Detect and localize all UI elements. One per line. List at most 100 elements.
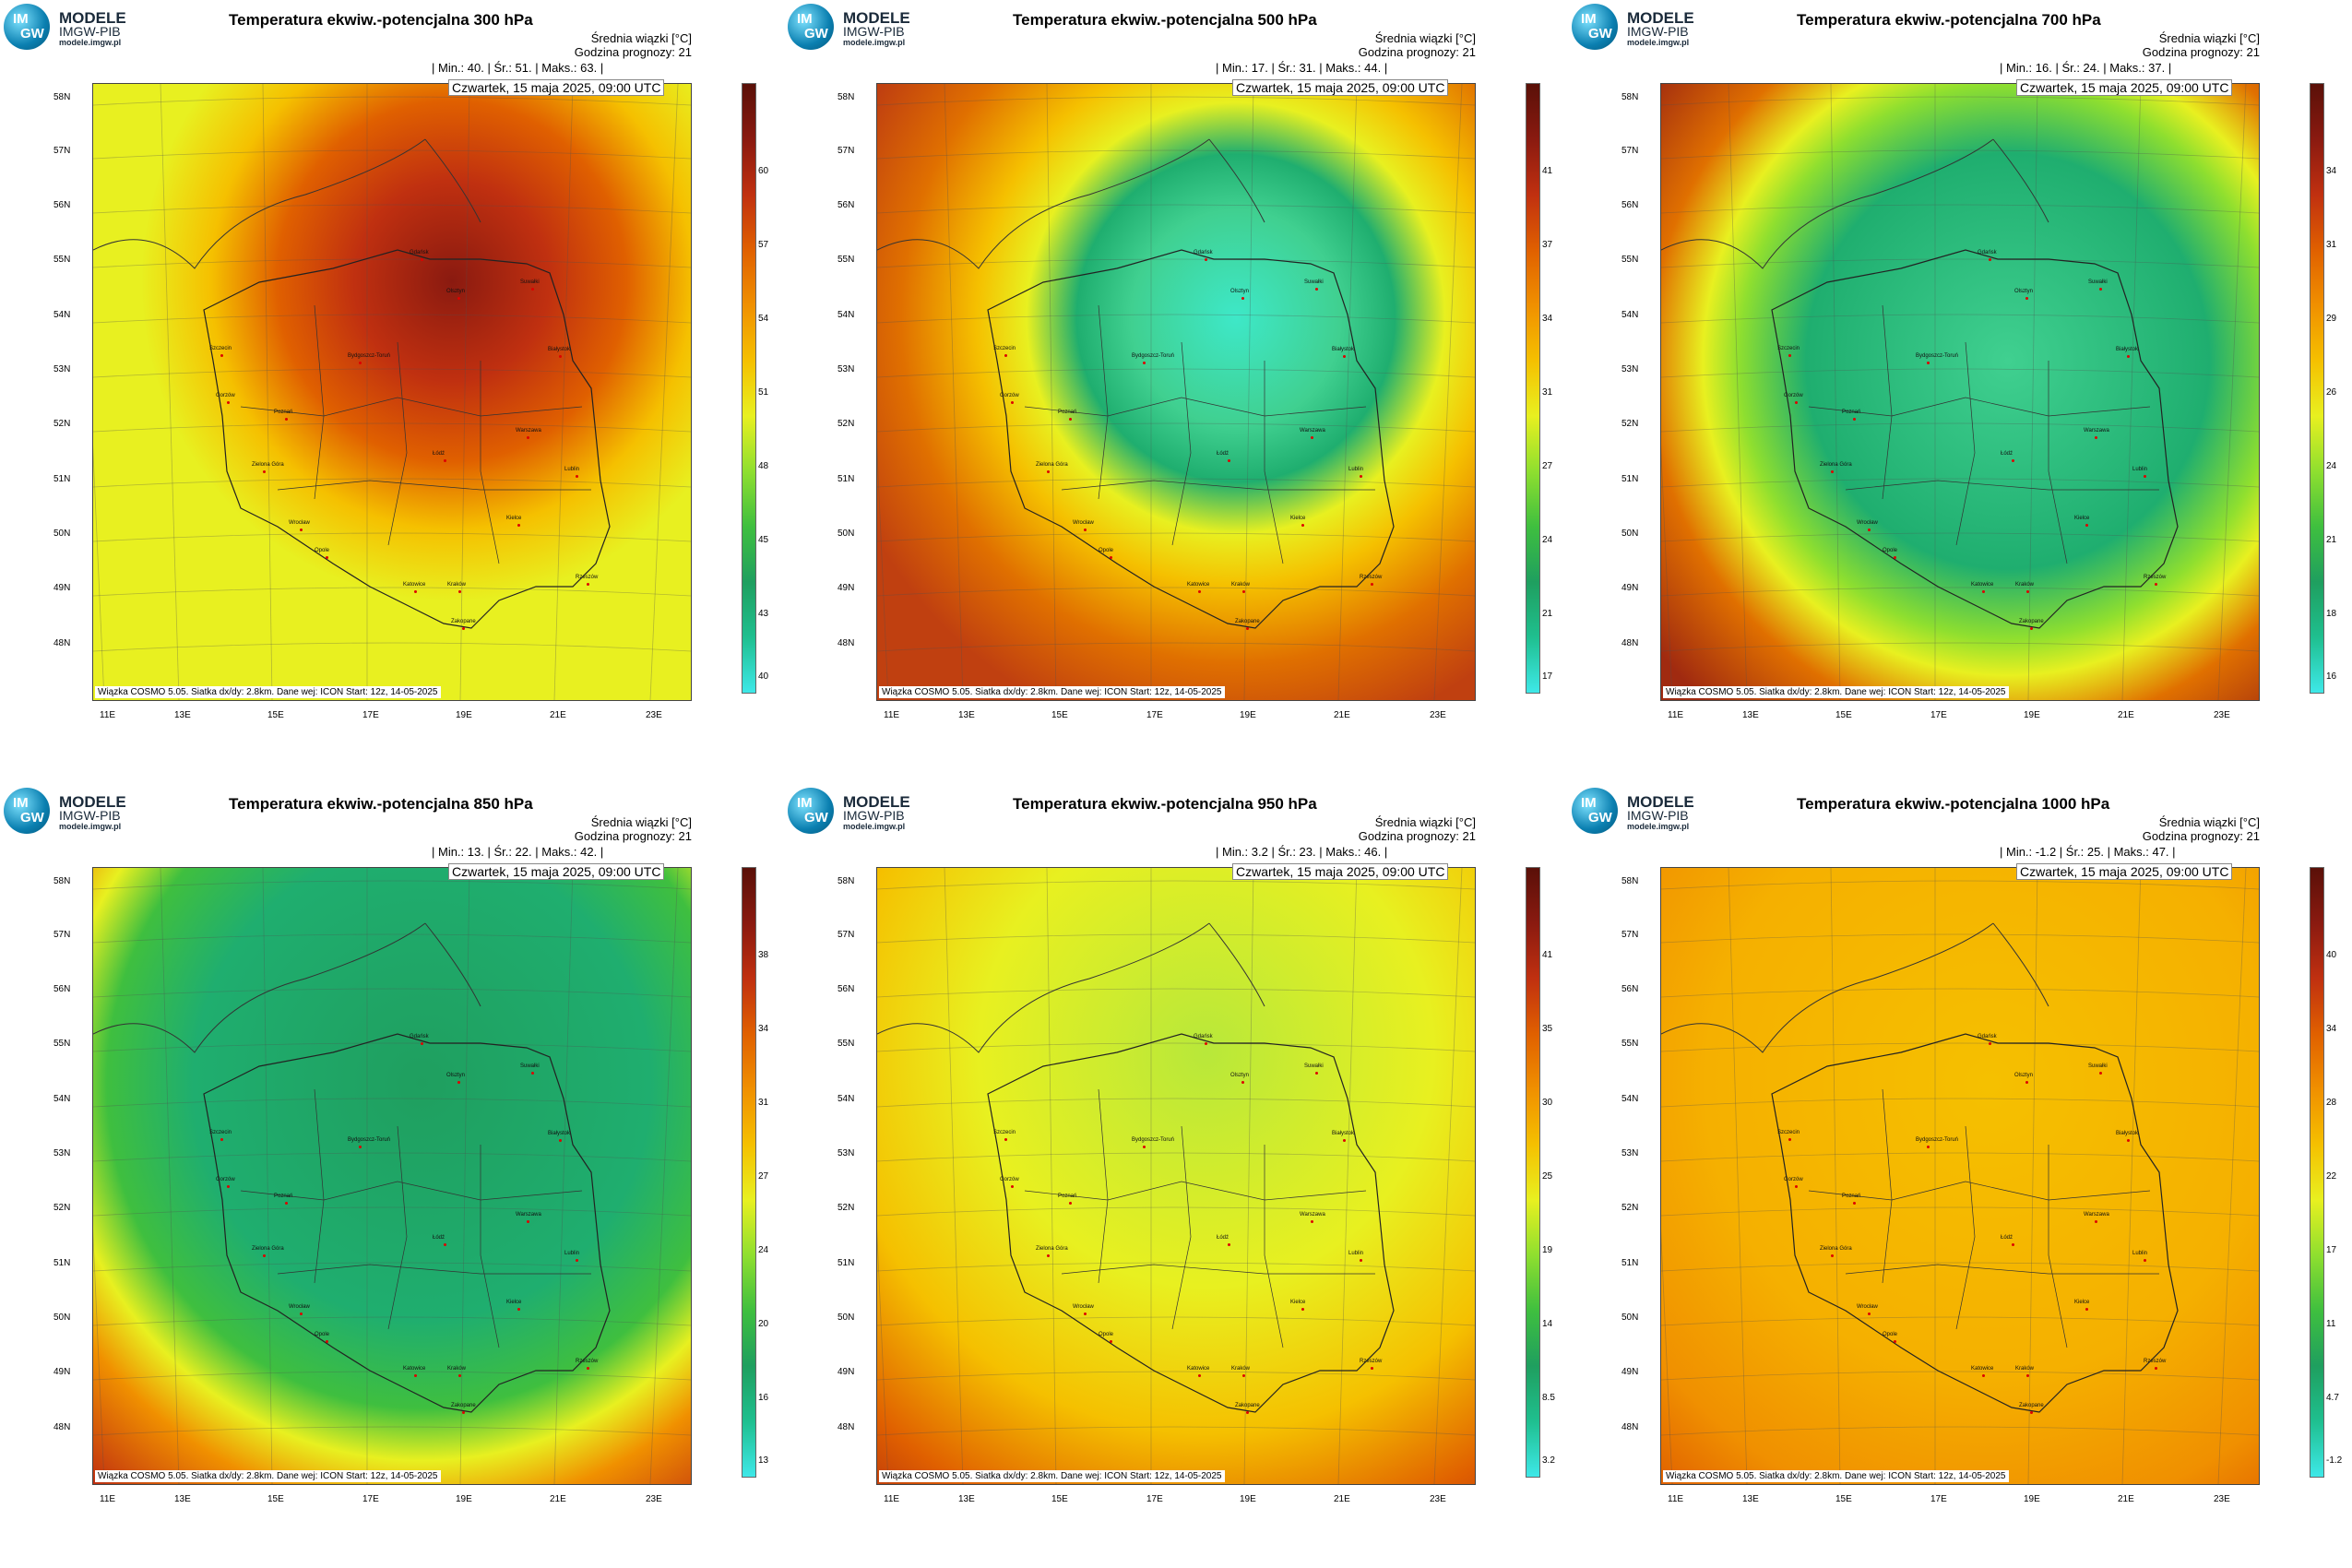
latitude-line [93,1042,691,1052]
forecast-info: Średnia wiązki [°C] Godzina prognozy: 21 [2143,815,2260,843]
city-label: Lublin [2132,1251,2148,1256]
info-line2: Godzina prognozy: 21 [2142,45,2260,59]
longitude-line [1337,868,1358,1484]
city-label: Wrocław [1857,520,1878,526]
latitude-line [93,258,691,268]
city-marker [1315,1072,1318,1075]
imgw-logo-icon: IM GW [1572,4,1618,50]
city-marker [1795,1185,1798,1188]
city-label: Białystok [2116,347,2139,352]
city-marker [326,556,328,559]
latitude-line [93,1098,691,1108]
city-label: Rzeszów [2144,575,2167,580]
latitude-line [1661,478,2259,488]
city-marker [1311,1220,1313,1223]
latitude-line [1661,258,2259,268]
latitude-line [93,1206,691,1217]
colorbar-tick: 34 [2326,1024,2337,1034]
latitude-line [93,149,691,160]
city-label: Katowice [1187,1366,1210,1372]
city-marker [1143,1146,1146,1148]
latitude-label: 54N [837,310,855,320]
city-marker [444,459,446,462]
latitude-line [877,478,1475,488]
city-label: Białystok [548,1131,571,1136]
city-marker [421,258,423,261]
info-line2: Godzina prognozy: 21 [1358,45,1476,59]
field-map [93,868,691,1484]
latitude-line [1661,1426,2259,1436]
colorbar [1526,83,1540,694]
latitude-label: 49N [1621,1367,1639,1377]
imgw-logo: IM GW MODELE IMGW-PIB modele.imgw.pl [1572,788,1710,834]
city-label: Rzeszów [576,1359,599,1364]
longitude-line [262,868,273,1484]
city-marker [1927,362,1930,364]
latitude-line [877,149,1475,160]
city-label: Olsztyn [1230,289,1250,294]
logo-disc-bottom: GW [804,26,828,42]
city-label: Kraków [2015,1366,2035,1372]
longitude-label: 15E [267,1494,284,1504]
latitude-line [93,1371,691,1381]
longitude-label: 13E [174,1494,191,1504]
map-area: Gdańsk Olsztyn Suwałki Szczecin Bydgoszcz-To… [876,83,1476,701]
city-marker [2127,1139,2130,1142]
latitude-line [1661,880,2259,890]
city-label: Zakopane [451,619,476,624]
city-label: Bydgoszcz-Toruń [1132,1137,1175,1143]
city-marker [576,475,578,478]
city-label: Suwałki [2088,279,2108,285]
longitude-label: 23E [2214,1494,2230,1504]
colorbar-tick: 51 [758,387,769,398]
city-label: Rzeszów [1360,575,1383,580]
latitude-line [93,422,691,433]
longitude-label: 11E [1668,710,1684,720]
colorbar-tick: 34 [2326,166,2337,176]
latitude-line [1661,1206,2259,1217]
city-marker [559,355,562,358]
latitude-line [877,258,1475,268]
city-marker [1004,1138,1007,1141]
latitude-line [877,642,1475,652]
longitude-line [1728,868,1748,1484]
coastline [1661,138,2049,269]
latitude-label: 51N [837,1258,855,1268]
city-label: Szczecin [993,346,1016,351]
longitude-label: 21E [1334,1494,1350,1504]
city-label: Wrocław [1857,1304,1878,1310]
latitude-line [1661,96,2259,106]
longitude-line [160,84,180,700]
longitude-label: 23E [2214,710,2230,720]
city-marker [1143,362,1146,364]
longitude-label: 11E [100,1494,116,1504]
city-marker [1894,556,1896,559]
city-label: Gdańsk [1978,250,1997,255]
latitude-line [877,933,1475,944]
city-marker [414,1374,417,1377]
city-marker [1831,470,1834,473]
info-line1: Średnia wiązki [°C] [2158,31,2260,45]
latitude-line [93,642,691,652]
latitude-line [93,933,691,944]
city-marker [1004,354,1007,357]
colorbar-tick: 31 [758,1098,769,1108]
field-map [877,84,1475,700]
latitude-line [877,1371,1475,1381]
city-marker [220,1138,223,1141]
info-line1: Średnia wiązki [°C] [2158,815,2260,829]
longitude-label: 17E [362,710,379,720]
latitude-line [1661,149,2259,160]
latitude-label: 56N [53,200,71,210]
longitude-line [1337,84,1358,700]
city-label: Kraków [447,582,467,588]
logo-line3: modele.imgw.pl [843,38,906,47]
country-border [203,1033,611,1413]
city-marker [1371,1367,1373,1370]
logo-line3: modele.imgw.pl [59,38,122,47]
latitude-label: 50N [837,529,855,539]
city-label: Kraków [1231,582,1251,588]
city-marker [326,1340,328,1343]
city-label: Lublin [564,1251,580,1256]
latitude-label: 54N [837,1094,855,1104]
